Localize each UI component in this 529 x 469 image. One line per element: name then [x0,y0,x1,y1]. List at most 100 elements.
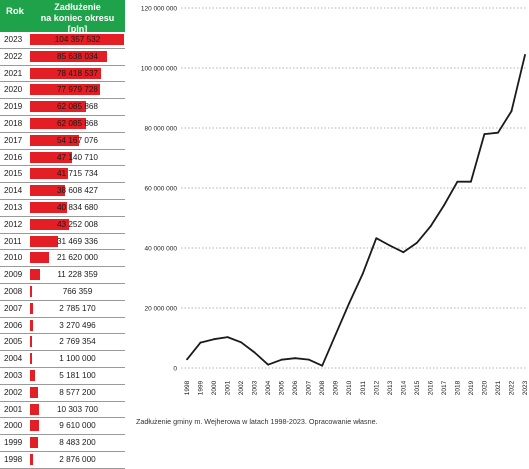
x-tick-label: 2007 [306,380,313,395]
row-year: 2002 [4,387,23,397]
table-row: 2010 21 620 000 [0,250,125,268]
x-tick-label: 2010 [346,380,353,395]
row-value: 5 181 100 [59,370,96,380]
row-bar [30,252,50,264]
data-point [226,336,229,338]
row-bar [30,218,69,230]
data-point [334,333,337,336]
x-tick-label: 2017 [441,380,448,395]
table-row: 1999 8 483 200 [0,435,125,452]
row-bar [30,319,33,331]
row-value: 31 469 336 [57,236,98,246]
header-value-line2: na koniec okresu [pln] [40,13,115,34]
row-year: 2003 [4,370,23,380]
row-bar [30,34,124,45]
table-row: 2014 38 608 427 [0,183,125,200]
debt-line-chart: 0 20 000 000 40 000 000 60 000 000 80 000 00… [141,6,529,396]
row-value: 9 610 000 [59,421,96,431]
table-row: 2001 10 303 700 [0,402,125,419]
x-tick-label: 2003 [252,380,259,395]
row-bar [30,201,67,213]
data-point [253,351,256,354]
data-point [415,241,418,244]
row-year: 2015 [4,169,23,179]
table-row: 2011 31 469 336 [0,234,125,251]
row-year: 2005 [4,337,23,347]
row-year: 2013 [4,202,23,212]
row-bar [30,336,33,348]
row-bar [30,269,41,281]
row-bar [30,285,32,297]
row-value: 1 100 000 [59,354,96,364]
row-bar [30,369,35,381]
x-tick-label: 2008 [319,380,326,395]
x-tick-label: 2002 [238,380,245,395]
x-tick-label: 2021 [495,380,502,395]
row-value: 2 876 000 [59,454,96,464]
row-bar [30,386,38,398]
table-row: 2009 11 228 359 [0,267,125,284]
data-point [267,363,270,366]
x-tick-label: 2000 [211,380,218,395]
table-header: Rok Zadłużenie na koniec okresu [pln] [0,0,125,34]
table-row: 2023 104 357 532 [0,32,125,49]
x-tick-label: 2015 [414,380,421,395]
table-row: 2020 77 979 728 [0,82,125,100]
row-value: 2 769 354 [59,337,96,347]
row-year: 2019 [4,102,23,112]
row-year: 2016 [4,152,23,162]
row-year: 1999 [4,438,23,448]
x-tick-label: 1999 [198,380,205,395]
row-bar [30,50,108,62]
table-row: 2007 2 785 170 [0,301,125,318]
y-tick-label: 60 000 000 [144,186,177,193]
x-tick-label: 2006 [292,380,299,395]
row-value: 54 167 076 [57,135,98,145]
row-year: 2004 [4,354,23,364]
y-tick-label: 0 [173,366,177,373]
row-value: 62 085 868 [57,118,98,128]
data-point [240,341,242,344]
x-tick-label: 2020 [481,380,488,395]
row-year: 2006 [4,320,23,330]
table-row: 2005 2 769 354 [0,334,125,352]
row-year: 2008 [4,286,23,296]
table-row: 2015 41 715 734 [0,166,125,184]
x-tick-label: 2018 [454,380,461,395]
row-value: 104 357 532 [54,35,101,44]
table-row: 2018 62 085 868 [0,116,125,133]
x-tick-label: 2019 [468,380,475,395]
y-tick-label: 20 000 000 [144,306,177,313]
data-point [321,364,324,367]
data-point [524,54,526,56]
row-value: 8 483 200 [59,438,96,448]
chart-caption: Zadłużenie gminy m. Wejherowa w latach 1… [136,417,378,426]
table-row: 2013 40 834 680 [0,200,125,217]
row-year: 1998 [4,454,23,464]
x-tick-label: 2022 [508,380,515,395]
x-tick-label: 2005 [279,380,286,395]
series-line [186,54,526,367]
row-value: 21 620 000 [57,253,98,263]
row-year: 2017 [4,135,23,145]
row-bar [30,101,86,113]
row-year: 2022 [4,51,23,61]
x-tick-label: 2012 [373,380,380,395]
row-bar [30,67,101,79]
row-year: 2007 [4,303,23,313]
table-row: 2016 47 140 710 [0,150,125,167]
data-point [497,131,499,134]
row-value: 8 577 200 [59,387,96,397]
row-bar [30,134,79,146]
x-tick-label: 2016 [427,380,434,395]
data-point [470,180,472,183]
row-year: 2021 [4,68,23,78]
y-tick-label: 100 000 000 [141,66,178,73]
table-row: 2021 78 418 537 [0,66,125,83]
data-point [280,358,283,361]
row-bar [30,403,40,415]
table-row: 2012 43 252 008 [0,217,125,234]
row-value: 78 418 537 [57,68,98,78]
row-value: 38 608 427 [57,186,98,196]
row-bar [30,84,101,96]
